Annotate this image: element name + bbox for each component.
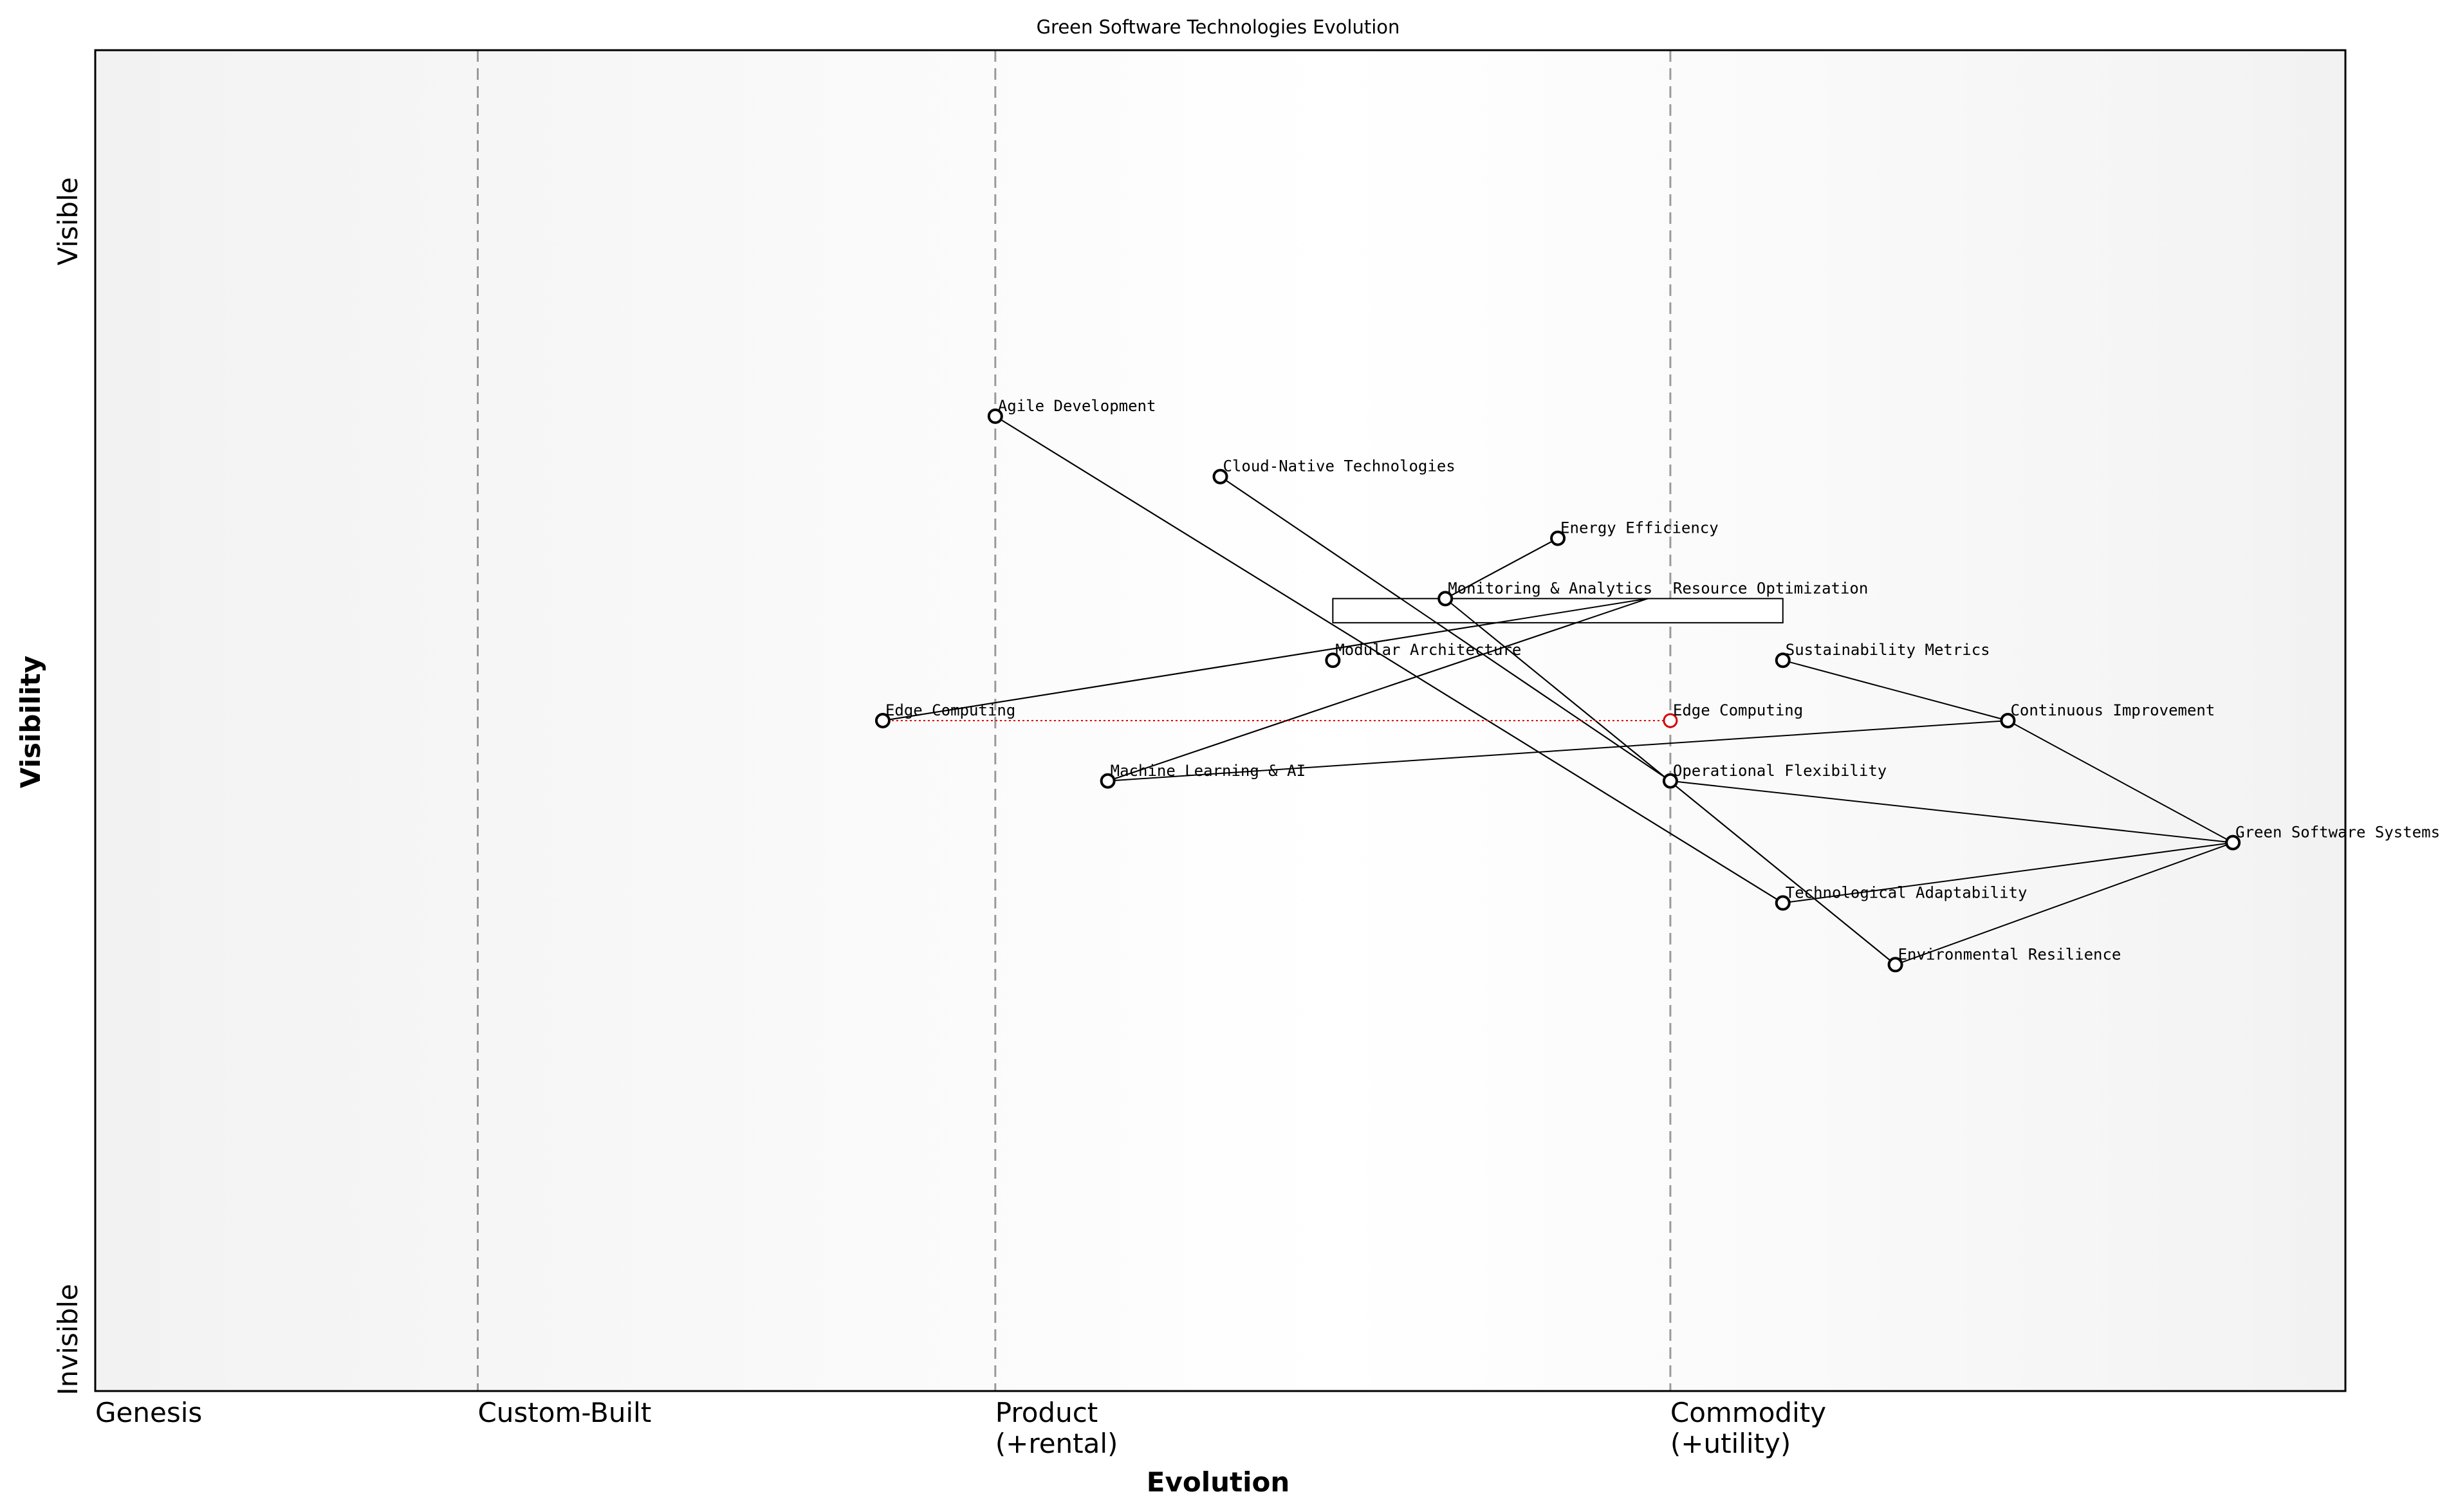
node-modular [1325, 652, 1341, 668]
node-envres [1887, 957, 1903, 973]
link-overlay-agile-techadapt [995, 416, 1784, 904]
link-ml-continuous [1107, 720, 2008, 782]
label-sustain: Sustainability Metrics [1786, 641, 1990, 659]
node-sustain [1775, 652, 1791, 668]
label-monitoring: Monitoring & Analytics [1448, 579, 1652, 597]
y-extreme-bottom: Invisible [52, 1284, 84, 1395]
component-labels: Agile Development Cloud-Native Technologi… [885, 397, 2440, 963]
plot-frame [94, 49, 2347, 1392]
label-green: Green Software Systems [2235, 824, 2440, 842]
label-energy: Energy Efficiency [1560, 519, 1719, 537]
label-edge: Edge Computing [885, 701, 1015, 719]
link-envres-green [1895, 842, 2233, 966]
label-modular: Modular Architecture [1335, 641, 1521, 659]
label-envres: Environmental Resilience [1898, 945, 2121, 963]
label-edge-evolved: Edge Computing [1673, 701, 1803, 719]
x-axis-label: Evolution [1147, 1466, 1289, 1498]
stage-label-2: Product (+rental) [995, 1397, 1118, 1459]
node-agile [987, 408, 1003, 424]
label-agile: Agile Development [998, 397, 1156, 415]
link-overlay-edge-resopt [882, 598, 1649, 721]
node-monitoring [1437, 591, 1454, 607]
label-techadapt: Technological Adaptability [1786, 883, 2028, 901]
annotation-box [1332, 598, 1784, 623]
link-overlay-ml-resopt [1107, 598, 1649, 782]
stage-label-1: Custom-Built [477, 1397, 651, 1428]
annotation-layer [882, 416, 1896, 966]
link-techadapt-green [1782, 842, 2233, 904]
node-techadapt [1775, 895, 1791, 911]
label-continuous: Continuous Improvement [2010, 701, 2215, 719]
label-ml: Machine Learning & AI [1111, 762, 1306, 780]
node-green [2225, 834, 2241, 851]
node-continuous [2000, 713, 2016, 728]
y-extreme-top: Visible [52, 177, 84, 265]
link-continuous-green [2007, 720, 2233, 844]
node-opflex [1662, 773, 1678, 789]
node-cloud [1212, 468, 1228, 484]
node-ml [1100, 773, 1116, 789]
node-edge [874, 713, 891, 728]
link-overlay-energy-monitoring [1445, 537, 1558, 600]
stage-label-3: Commodity (+utility) [1670, 1397, 1826, 1459]
stage-label-0: Genesis [95, 1397, 202, 1428]
chart-title: Green Software Technologies Evolution [1037, 16, 1400, 38]
label-resource-optimization: Resource Optimization [1673, 579, 1868, 597]
stage-labels: Genesis Custom-Built Product (+rental) Commo… [95, 1397, 1826, 1459]
component-nodes [874, 408, 2241, 973]
link-sustain-continuous [1782, 659, 2008, 721]
label-cloud: Cloud-Native Technologies [1223, 457, 1455, 475]
node-edge-evolved [1663, 713, 1678, 728]
label-opflex: Operational Flexibility [1673, 762, 1887, 780]
link-opflex-green [1670, 780, 2233, 844]
plot-background [95, 50, 2345, 1391]
node-energy [1550, 530, 1566, 546]
y-axis-label: Visibility [15, 656, 46, 788]
link-overlay-cloud-opflex [1219, 475, 1671, 782]
